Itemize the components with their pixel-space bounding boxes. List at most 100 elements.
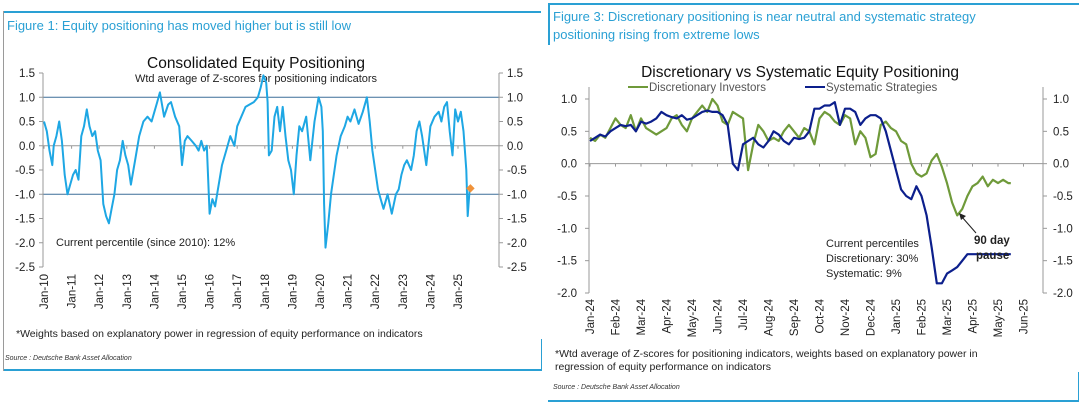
figure-1-panel: Figure 1: Equity positioning has moved h… [3,11,542,371]
chart-2-x-tick-label: Jun-24 [713,298,725,334]
chart-2-arrow-label: pause [976,250,1009,262]
chart-1-x-tick-label: Jan-15 [177,274,189,309]
chart-2-left-tick-label: 0.5 [561,126,577,138]
chart-2-title: Discretionary vs Systematic Equity Posit… [641,64,959,81]
chart-2-left-tick-label: -1.5 [557,256,577,268]
figure-1-source: Source : Deutsche Bank Asset Allocation [5,355,132,362]
chart-2-x-tick-label: Oct-24 [815,298,827,333]
chart-1-annotation: Current percentile (since 2010): 12% [56,237,235,249]
chart-1-x-tick-label: Jan-18 [260,274,272,309]
chart-1-x-tick-label: Jan-24 [425,273,437,309]
chart-1-x-tick-label: Jan-17 [232,274,244,309]
chart-1-x-tick-label: Jan-11 [67,274,79,308]
chart-2-left-tick-label: 0.0 [561,159,577,171]
chart-1-right-tick-label: 0.0 [507,141,523,153]
chart-2-x-tick-label: Jan-25 [891,299,903,334]
legend-label-systematic: Systematic Strategies [826,82,937,94]
chart-1-x-tick-label: Jan-22 [370,274,382,309]
chart-2-x-tick-label: Nov-24 [840,298,852,336]
chart-1-x-tick-label: Jan-19 [287,274,299,309]
chart-1-left-tick-label: 0.0 [19,141,35,153]
chart-1-x-tick-label: Jan-14 [149,273,161,309]
chart-1-x-tick-label: Jan-25 [453,274,465,309]
figure-3-footnote-line-2: regression of equity performance on indi… [555,361,771,373]
chart-1-right-tick-label: 0.5 [507,117,523,129]
chart-1-left-tick-label: 0.5 [19,117,35,129]
chart-2-right-tick-label: 0.5 [1053,126,1069,138]
chart-1-left-tick-label: 1.0 [19,92,35,104]
chart-2-left-tick-label: -2.0 [557,288,577,300]
chart-2-right-tick-label: 1.0 [1053,94,1069,106]
figure-1-top-rule [4,11,541,13]
figure-3-bottom-rule [548,400,1079,402]
arrow-line [961,216,977,234]
figure-3-source: Source : Deutsche Bank Asset Allocation [553,384,680,391]
chart-2-right-tick-label: -2.0 [1053,288,1073,300]
chart-2-arrow-label: 90 day [974,235,1010,247]
chart-2-series-systematic [589,101,1011,285]
figure-1-right-rule [540,339,542,371]
chart-1-x-tick-label: Jan-13 [122,274,134,309]
figure-3-right-rule [1077,372,1079,402]
chart-1-left-tick-label: 1.5 [19,68,35,80]
chart-2-x-tick-label: Sep-24 [789,298,801,336]
chart-1-current-marker [466,184,475,193]
chart-2-x-tick-label: Jun-25 [1019,299,1031,334]
chart-1-x-tick-label: Jan-10 [39,274,51,309]
chart-1-series-line [43,74,471,249]
chart-1-left-tick-label: -0.5 [15,165,35,177]
figure-3-panel: Figure 3: Discretionary positioning is n… [548,3,1079,402]
chart-2-percentile-annotation: Discretionary: 30% [826,253,919,265]
chart-2-x-tick-label: Feb-25 [917,299,929,335]
chart-2-x-tick-label: Dec-24 [866,298,878,336]
chart-2-x-tick-label: Apr-25 [968,299,980,334]
chart-2-right-tick-label: -1.0 [1053,223,1073,235]
chart-2-x-tick-label: Mar-24 [636,298,648,335]
chart-2-x-tick-label: Feb-24 [611,298,623,335]
chart-1-left-tick-label: -2.0 [15,238,35,250]
chart-1-right-tick-label: -1.0 [507,189,527,201]
chart-2-left-tick-label: 1.0 [561,94,577,106]
figure-3-left-rule [548,3,550,45]
chart-1-x-tick-label: Jan-23 [398,274,410,309]
chart-1-left-tick-label: -1.0 [15,189,35,201]
chart-2-x-tick-label: Apr-24 [662,298,674,333]
chart-1-x-tick-label: Jan-12 [94,274,106,309]
chart-2-x-tick-label: Mar-25 [942,299,954,335]
legend-label-discretionary: Discretionary Investors [649,82,766,94]
chart-2-percentile-annotation: Current percentiles [826,238,919,250]
chart-2-x-tick-label: May-24 [687,298,699,337]
chart-2-left-tick-label: -1.0 [557,223,577,235]
chart-1-x-tick-label: Jan-16 [205,274,217,309]
chart-2-x-tick-label: Jan-24 [585,298,597,334]
chart-2-percentile-annotation: Systematic: 9% [826,268,902,280]
arrow-head-icon [959,213,966,220]
chart-2-right-tick-label: 0.0 [1053,159,1069,171]
figure-1-caption: Figure 1: Equity positioning has moved h… [7,18,351,33]
chart-1-right-tick-label: -1.5 [507,214,527,226]
chart-2-x-tick-label: May-25 [993,299,1005,337]
chart-1-right-tick-label: -0.5 [507,165,527,177]
chart-2-right-tick-label: -0.5 [1053,191,1073,203]
chart-1-right-tick-label: -2.0 [507,238,527,250]
figure-1-bottom-rule [4,369,541,371]
figure-3-footnote-line-1: *Wtd average of Z-scores for positioning… [555,348,978,360]
chart-1-x-tick-label: Jan-20 [315,274,327,309]
chart-1-x-tick-label: Jan-21 [343,274,355,309]
chart-1-title: Consolidated Equity Positioning [147,55,365,72]
chart-1-right-tick-label: -2.5 [507,262,527,274]
figure-1-footnote: *Weights based on explanatory power in r… [16,328,423,340]
chart-2-x-tick-label: Aug-24 [764,298,776,336]
chart-2-series-discretionary [589,97,1011,217]
figure-3-top-rule [548,3,1079,5]
chart-1-right-tick-label: 1.0 [507,92,523,104]
chart-1-left-tick-label: -1.5 [15,214,35,226]
chart-1-right-tick-label: 1.5 [507,68,523,80]
chart-2-left-tick-label: -0.5 [557,191,577,203]
chart-2-x-tick-label: Jul-24 [738,298,750,330]
figure-3-caption-line-1: Figure 3: Discretionary positioning is n… [553,9,976,24]
figure-3-caption-line-2: positioning rising from extreme lows [553,27,760,42]
chart-1-subtitle: Wtd average of Z-scores for positioning … [135,73,378,85]
chart-2-right-tick-label: -1.5 [1053,256,1073,268]
